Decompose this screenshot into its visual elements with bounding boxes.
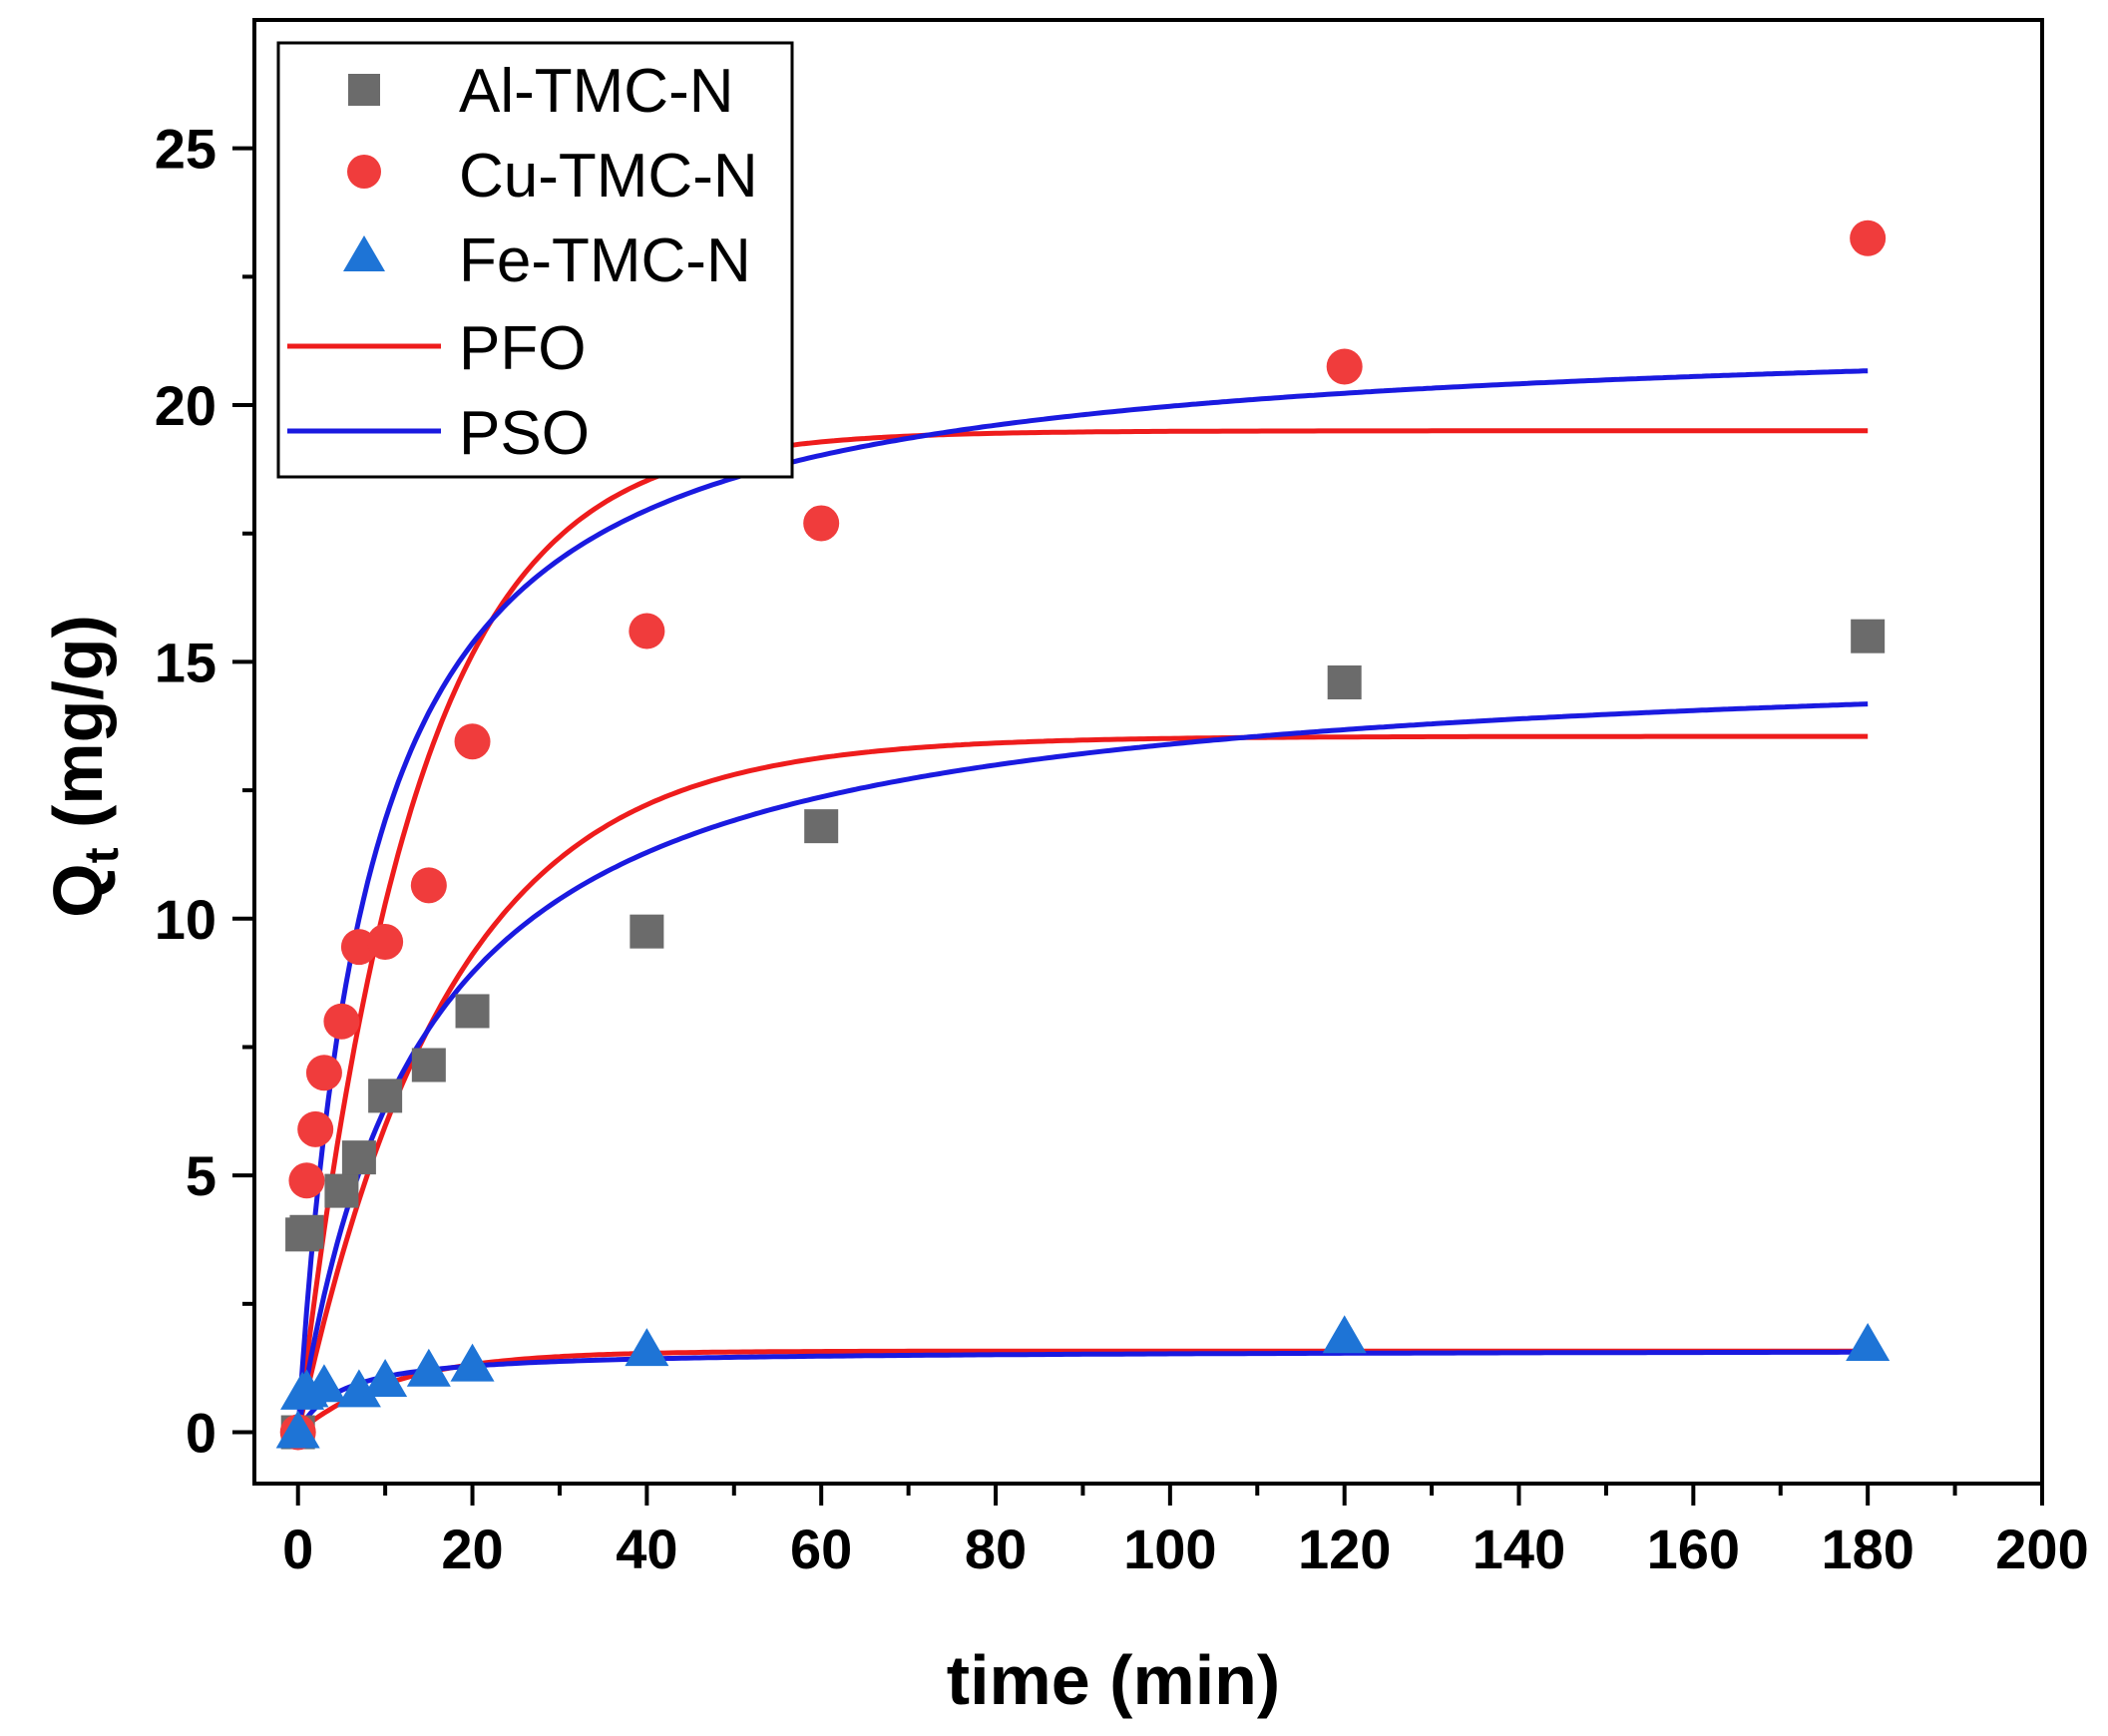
plot-area-frame bbox=[252, 18, 2044, 1486]
x-tick-label: 140 bbox=[1473, 1518, 1565, 1580]
y-axis-title: Qt (mg/g) bbox=[39, 615, 129, 918]
cu-tmc-n-data-point bbox=[1850, 219, 1887, 256]
legend-label-al: Al-TMC-N bbox=[459, 57, 734, 126]
x-tick-label: 180 bbox=[1821, 1518, 1913, 1580]
al-tmc-n-data-point bbox=[324, 1173, 359, 1208]
fe-tmc-n-data-point bbox=[336, 1369, 381, 1408]
data-points bbox=[275, 219, 1891, 1451]
cu-tmc-n-data-point bbox=[454, 723, 491, 760]
legend-item-al: Al-TMC-N bbox=[348, 57, 734, 126]
cu-tmc-n-data-point bbox=[629, 613, 665, 650]
al-tmc-n-data-point bbox=[289, 1214, 324, 1249]
pfo-fit-curve-al-tmc-n bbox=[295, 733, 1869, 1434]
legend: Al-TMC-N Cu-TMC-N Fe-TMC-N PFO PSO bbox=[276, 41, 794, 479]
cu-tmc-n-data-point bbox=[410, 867, 447, 904]
y-tick-label: 0 bbox=[186, 1402, 216, 1465]
x-tick-label: 100 bbox=[1123, 1518, 1216, 1580]
pfo-fit-curve-cu-tmc-n bbox=[295, 428, 1869, 1433]
legend-label-fe: Fe-TMC-N bbox=[459, 226, 751, 295]
fe-tmc-n-data-point bbox=[363, 1359, 408, 1398]
x-tick-label: 80 bbox=[965, 1518, 1027, 1580]
y-axis-title-subscript: t bbox=[76, 847, 129, 863]
tick-labels: 0 20 40 60 80 100 120 140 160 180 200 0 5 10 15 20 25 bbox=[155, 118, 2089, 1580]
x-tick-label: 20 bbox=[441, 1518, 503, 1580]
fe-tmc-n-data-point bbox=[450, 1343, 495, 1382]
fe-tmc-n-data-point bbox=[275, 1410, 320, 1449]
cu-tmc-n-data-point bbox=[323, 1003, 360, 1040]
al-tmc-n-data-point bbox=[1327, 665, 1362, 700]
legend-label-cu: Cu-TMC-N bbox=[459, 142, 758, 211]
legend-square-icon bbox=[348, 74, 380, 106]
x-axis-title: time (min) bbox=[947, 1641, 1280, 1719]
y-tick-label: 20 bbox=[155, 374, 216, 437]
cu-tmc-n-data-point bbox=[297, 1110, 334, 1147]
y-tick-label: 5 bbox=[186, 1144, 216, 1207]
y-axis-title-main: Q bbox=[39, 863, 117, 917]
al-tmc-n-data-point bbox=[630, 914, 664, 949]
y-tick-label: 25 bbox=[155, 118, 216, 181]
legend-item-fe: Fe-TMC-N bbox=[343, 226, 751, 295]
pso-fit-curve-fe-tmc-n bbox=[295, 1349, 1869, 1434]
y-tick-label: 15 bbox=[155, 631, 216, 693]
al-tmc-n-data-point bbox=[341, 1140, 376, 1175]
pso-fit-curve-al-tmc-n bbox=[295, 701, 1869, 1433]
y-axis-title-unit: (mg/g) bbox=[39, 615, 117, 847]
y-tick-label: 10 bbox=[155, 888, 216, 951]
fit-curves bbox=[295, 368, 1869, 1435]
cu-tmc-n-data-point bbox=[1326, 348, 1363, 385]
al-tmc-n-data-point bbox=[368, 1079, 403, 1113]
legend-triangle-icon bbox=[343, 235, 385, 271]
x-tick-label: 160 bbox=[1647, 1518, 1740, 1580]
fe-tmc-n-data-point bbox=[301, 1364, 346, 1403]
x-tick-label: 200 bbox=[1995, 1518, 2088, 1580]
al-tmc-n-data-point bbox=[804, 809, 839, 844]
legend-label-pso: PSO bbox=[459, 399, 590, 468]
axis-ticks bbox=[232, 146, 2044, 1506]
legend-box bbox=[276, 41, 794, 479]
fe-tmc-n-data-point bbox=[625, 1328, 669, 1367]
legend-item-pfo: PFO bbox=[287, 314, 586, 383]
cu-tmc-n-data-point bbox=[305, 1055, 342, 1091]
legend-item-cu: Cu-TMC-N bbox=[347, 142, 758, 211]
cu-tmc-n-data-point bbox=[288, 1162, 325, 1199]
al-tmc-n-data-point bbox=[411, 1048, 446, 1083]
x-tick-label: 120 bbox=[1298, 1518, 1391, 1580]
fe-tmc-n-data-point bbox=[406, 1348, 451, 1387]
cu-tmc-n-data-point bbox=[367, 923, 404, 960]
fe-tmc-n-data-point bbox=[1846, 1323, 1891, 1362]
pso-fit-curve-cu-tmc-n bbox=[295, 368, 1869, 1433]
x-tick-label: 0 bbox=[282, 1518, 313, 1580]
x-tick-label: 60 bbox=[790, 1518, 852, 1580]
legend-circle-icon bbox=[347, 155, 381, 189]
al-tmc-n-data-point bbox=[455, 994, 490, 1029]
cu-tmc-n-data-point bbox=[803, 505, 840, 542]
al-tmc-n-data-point bbox=[1851, 619, 1886, 653]
legend-label-pfo: PFO bbox=[459, 314, 586, 383]
fe-tmc-n-data-point bbox=[1322, 1315, 1367, 1354]
x-tick-label: 40 bbox=[616, 1518, 677, 1580]
legend-item-pso: PSO bbox=[287, 399, 590, 468]
